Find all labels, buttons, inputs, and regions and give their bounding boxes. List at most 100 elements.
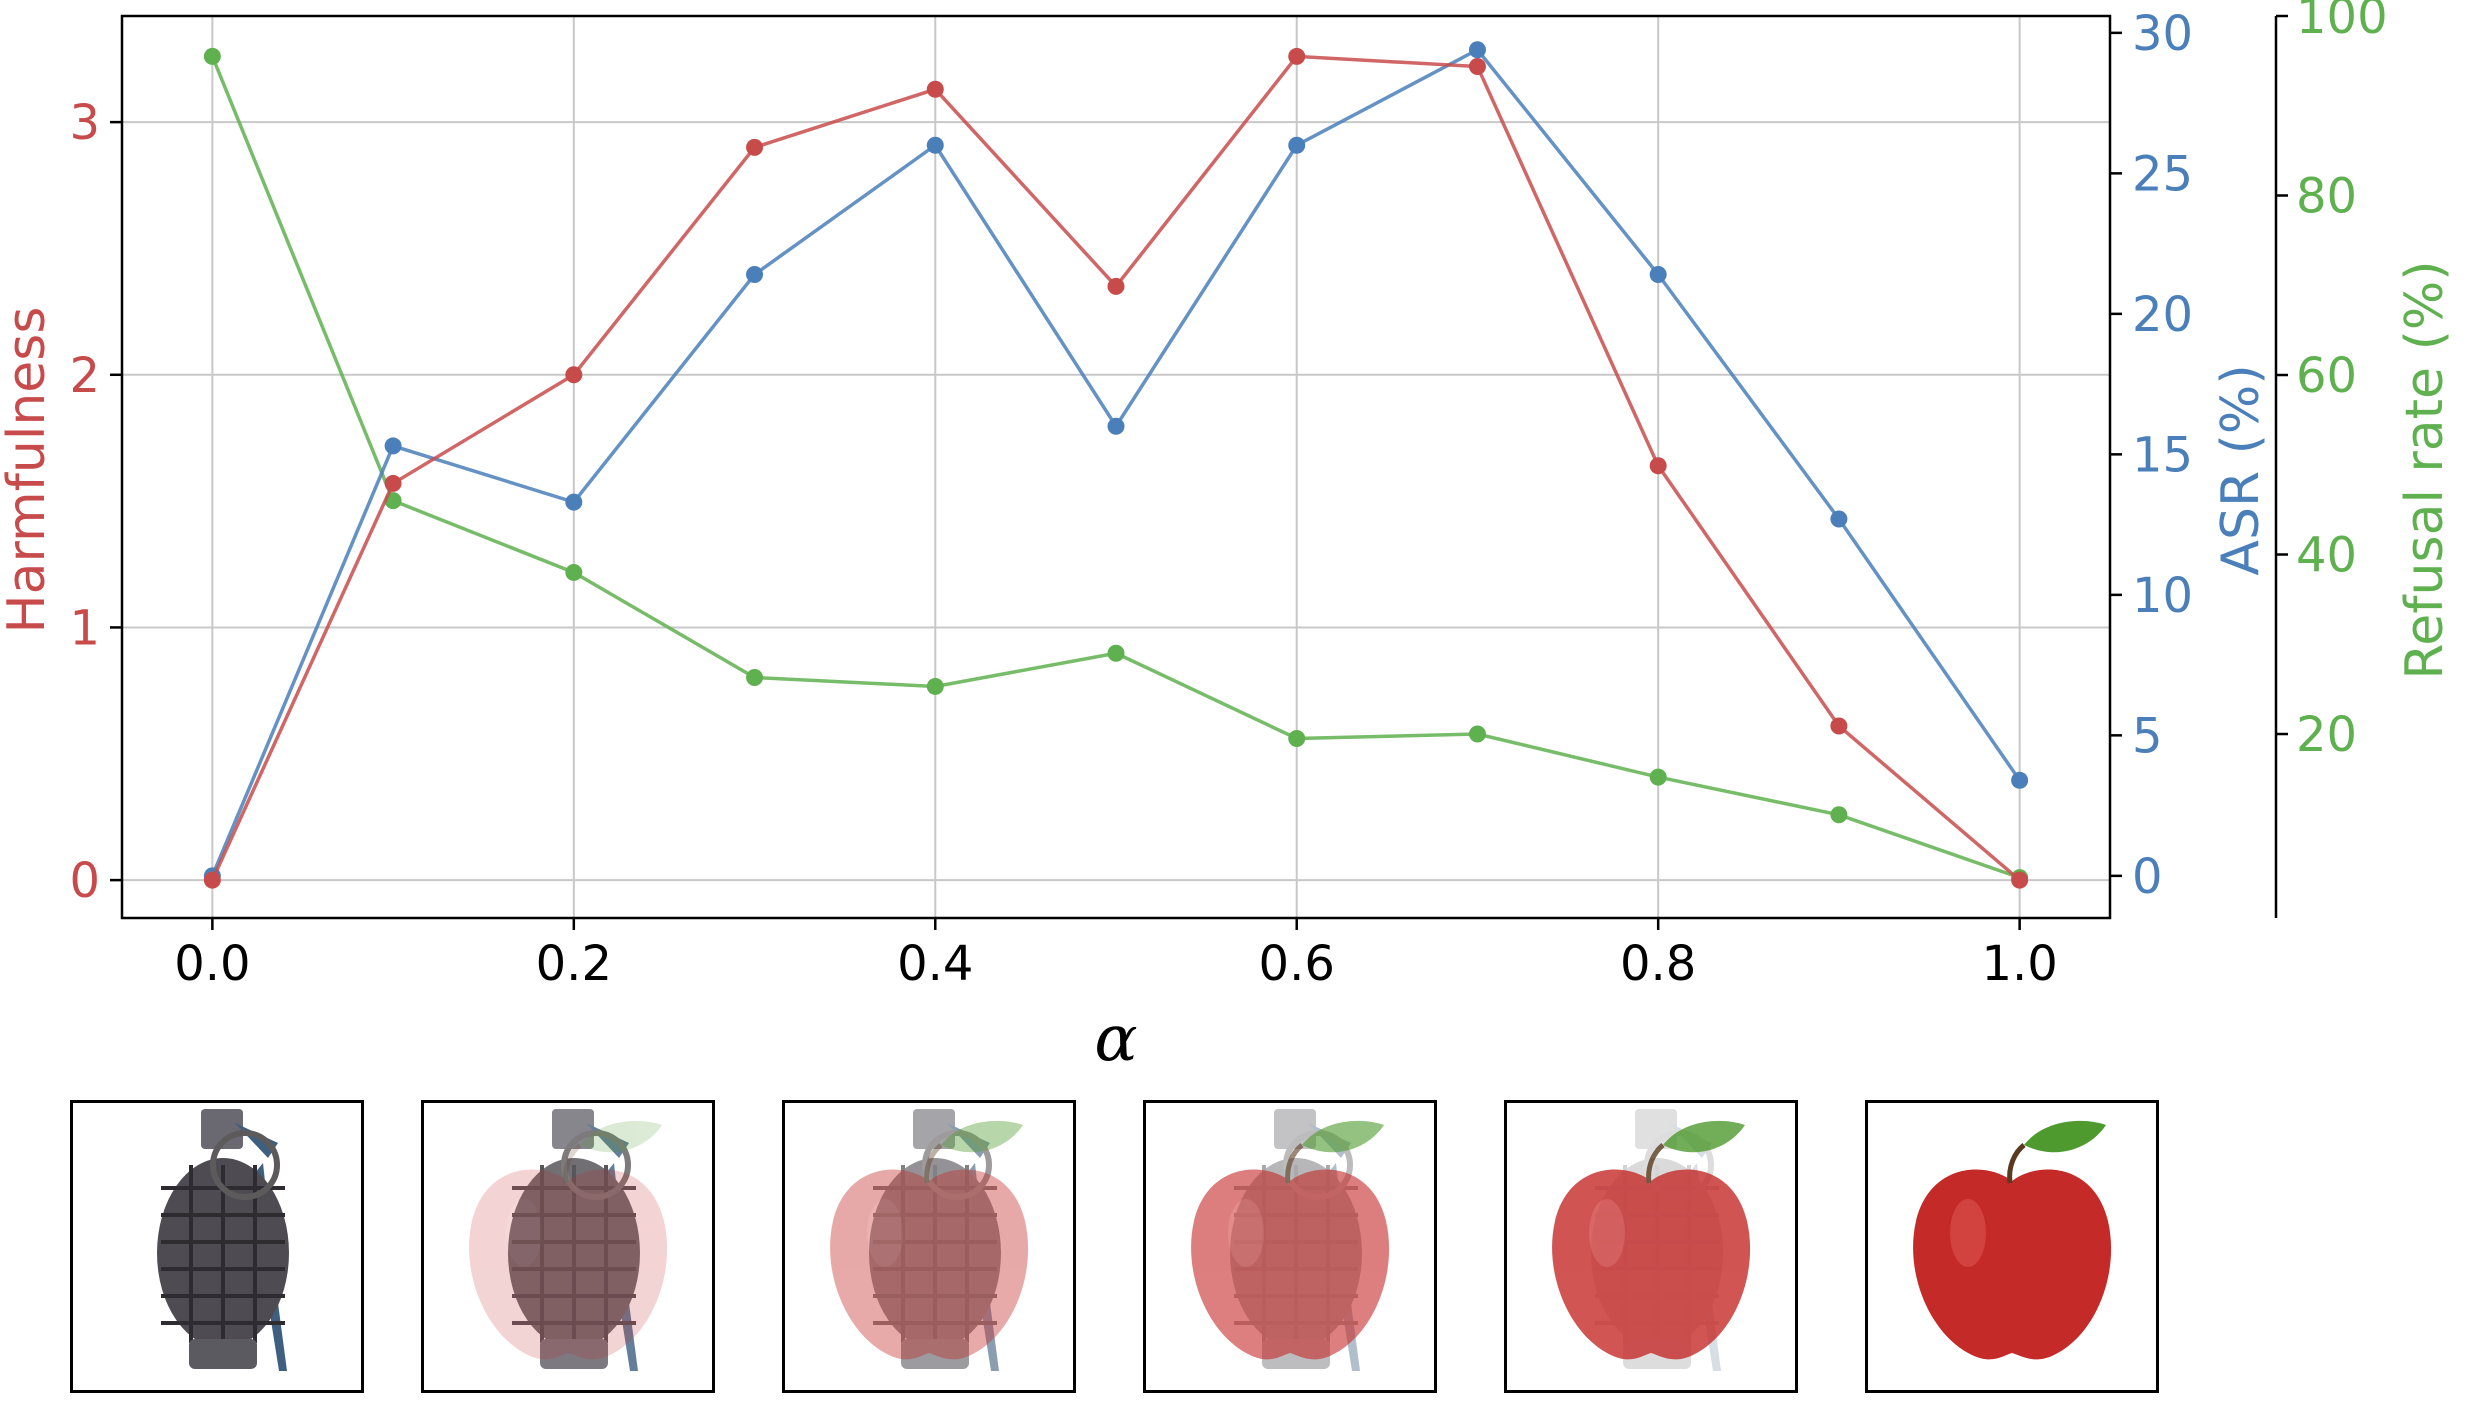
left-tick-label: 0 [69, 853, 100, 909]
thumbnail-apple [1865, 1100, 2159, 1393]
right-tick-label: 20 [2132, 287, 2193, 343]
point-refusal-rate [203, 47, 221, 65]
grenade-fuze [1274, 1109, 1316, 1149]
point-refusal-rate [565, 563, 583, 581]
right-axis: 0 5 10 15 20 25 30 [2110, 6, 2193, 905]
blend-thumbnail-strip [0, 1100, 2469, 1400]
point-asr [384, 437, 402, 455]
plot-frame [120, 14, 2112, 920]
thumbnail-image [1913, 1120, 2112, 1360]
grenade-layer [157, 1109, 289, 1371]
x-tick-label: 0.6 [1259, 936, 1335, 992]
apple-layer [1552, 1120, 1751, 1360]
apple-stem [1646, 1143, 1665, 1184]
thumbnail-blend-80 [1504, 1100, 1798, 1393]
right2-tick-label: 20 [2296, 707, 2357, 763]
apple-body [1913, 1169, 2112, 1360]
x-tick-label: 0.2 [536, 936, 612, 992]
point-asr [565, 493, 583, 511]
thumbnail-image [157, 1109, 289, 1371]
apple-leaf [580, 1120, 662, 1153]
grenade-pin-ring [922, 1130, 992, 1200]
right2-tick-label: 100 [2296, 0, 2388, 45]
apple-layer [830, 1120, 1029, 1360]
apple-highlight [1950, 1199, 1986, 1267]
x-axis: 0.0 0.2 0.4 0.6 0.8 1.0 [174, 918, 2058, 992]
left-tick-label: 1 [69, 600, 100, 656]
grenade-base [189, 1339, 257, 1369]
point-refusal-rate [1830, 806, 1848, 824]
point-asr [1830, 510, 1848, 528]
point-refusal-rate [1288, 729, 1306, 747]
right-tick-label: 10 [2132, 568, 2193, 624]
x-tick-label: 0.8 [1620, 936, 1696, 992]
apple-highlight [1228, 1199, 1264, 1267]
thumbnail-image [469, 1109, 668, 1371]
apple-layer [469, 1120, 668, 1360]
thumbnail-image [1191, 1109, 1390, 1371]
right-tick-label: 0 [2132, 849, 2163, 905]
apple-stem [924, 1143, 943, 1184]
right2-tick-label: 40 [2296, 528, 2357, 584]
point-harmfulness [565, 366, 583, 384]
point-refusal-rate [1649, 768, 1667, 786]
point-refusal-rate [1468, 725, 1486, 743]
point-asr [1288, 136, 1306, 154]
x-tick-label: 0.4 [897, 936, 973, 992]
apple-layer [1191, 1120, 1390, 1360]
grenade-layer [508, 1109, 640, 1371]
left-axis-title: Harmfulness [0, 307, 57, 634]
point-asr [926, 136, 944, 154]
point-asr [1468, 41, 1486, 59]
series-line-refusal-rate [210, 55, 2021, 880]
right2-axis: 20 40 60 80 100 [2274, 0, 2388, 918]
series-line-asr [210, 47, 2022, 877]
apple-highlight [867, 1199, 903, 1267]
grenade-base [901, 1339, 969, 1369]
point-asr [746, 266, 764, 284]
left-tick-label: 2 [69, 348, 100, 404]
apple-stem [1285, 1143, 1304, 1184]
point-asr [1649, 266, 1667, 284]
apple-highlight [506, 1199, 542, 1267]
point-asr [1107, 417, 1125, 435]
point-harmfulness [1107, 277, 1125, 295]
grenade-pin-ring [561, 1130, 631, 1200]
point-harmfulness [203, 871, 221, 889]
grenade-fuze [201, 1109, 243, 1149]
point-harmfulness [746, 138, 764, 156]
grenade-fuze [913, 1109, 955, 1149]
apple-highlight [1589, 1199, 1625, 1267]
apple-leaf [1302, 1120, 1384, 1153]
point-harmfulness [384, 474, 402, 492]
series-layer [203, 41, 2029, 889]
grenade-fuze [552, 1109, 594, 1149]
apple-body [469, 1169, 668, 1360]
apple-body [830, 1169, 1029, 1360]
series-line-harmfulness [210, 54, 2021, 882]
point-harmfulness [1649, 457, 1667, 475]
right2-tick-label: 80 [2296, 169, 2357, 225]
x-axis-title: α [1094, 1002, 1137, 1076]
apple-body [1552, 1169, 1751, 1360]
chart: 0.0 0.2 0.4 0.6 0.8 1.0 0 1 2 3 0 5 10 15 20 25 30 20 4… [0, 0, 2455, 1076]
right-tick-label: 5 [2132, 708, 2163, 764]
left-tick-label: 3 [69, 95, 100, 151]
apple-stem [563, 1143, 582, 1184]
point-harmfulness [1830, 717, 1848, 735]
right-tick-label: 30 [2132, 6, 2193, 62]
x-tick-label: 0.0 [174, 936, 250, 992]
grenade-layer [869, 1109, 1001, 1371]
apple-leaf [2024, 1120, 2106, 1153]
x-tick-label: 1.0 [1981, 936, 2057, 992]
apple-leaf [1663, 1120, 1745, 1153]
left-axis: 0 1 2 3 [69, 95, 122, 909]
point-refusal-rate [1107, 644, 1125, 662]
apple-layer [1913, 1120, 2112, 1360]
grenade-base [540, 1339, 608, 1369]
point-refusal-rate [926, 677, 944, 695]
thumbnail-blend-40 [782, 1100, 1076, 1393]
thumbnail-image [1552, 1109, 1751, 1371]
grenade-pin-ring [210, 1130, 280, 1200]
grenade-fuze [1635, 1109, 1677, 1149]
